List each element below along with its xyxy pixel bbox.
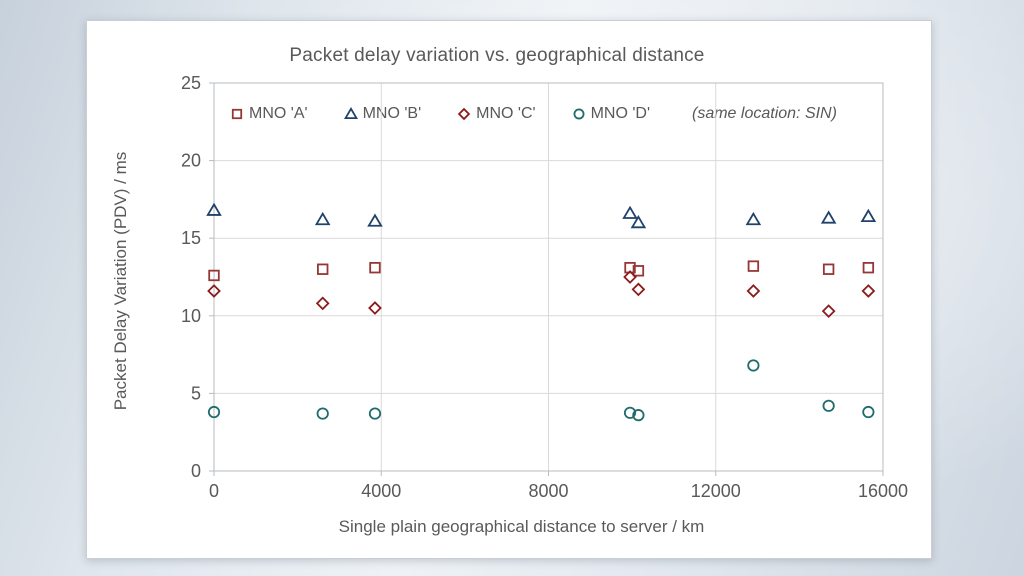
legend-item-mno-c: MNO 'C' [457, 105, 536, 123]
x-tick-label: 16000 [858, 481, 908, 501]
legend-item-mno-b: MNO 'B' [343, 105, 422, 123]
square-marker-icon [231, 108, 243, 120]
legend-item-mno-d: MNO 'D' [572, 105, 650, 123]
data-point-square-series-0 [208, 269, 220, 282]
data-point-diamond-series-2 [631, 282, 646, 297]
data-point-circle-series-3 [822, 399, 835, 412]
data-point-circle-series-3 [623, 406, 637, 419]
data-point-diamond-series-2 [207, 284, 221, 298]
x-axis-title: Single plain geographical distance to se… [338, 517, 705, 536]
y-tick-label: 0 [191, 461, 201, 481]
y-tick-label: 5 [191, 383, 201, 403]
triangle-marker-icon [343, 107, 358, 119]
y-tick-label: 20 [181, 151, 201, 171]
data-point-square-series-0 [862, 261, 875, 274]
data-point-triangle-series-1 [622, 205, 638, 219]
data-point-circle-series-3 [207, 405, 221, 419]
legend-label-mno-b: MNO 'B' [362, 105, 422, 122]
chart-card: Packet delay variation vs. geographical … [86, 20, 932, 559]
diamond-marker-icon [457, 107, 471, 121]
data-point-square-series-0 [369, 261, 381, 274]
legend-label-mno-a: MNO 'A' [249, 105, 308, 122]
data-point-circle-series-3 [632, 409, 645, 422]
data-point-triangle-series-1 [630, 215, 647, 229]
triangle-legend-glyph [343, 107, 358, 119]
data-point-circle-series-3 [316, 407, 329, 420]
data-point-diamond-series-2 [821, 304, 836, 319]
data-point-diamond-series-2 [368, 301, 382, 315]
data-point-triangle-series-1 [206, 202, 222, 216]
data-point-triangle-series-1 [314, 211, 331, 226]
data-point-square-series-0 [317, 263, 329, 275]
data-point-square-series-0 [822, 263, 835, 275]
data-point-square-series-0 [632, 265, 645, 277]
data-point-diamond-series-2 [746, 284, 761, 298]
circle-marker-icon [573, 108, 585, 120]
legend-note: (same location: SIN) [692, 105, 837, 122]
x-tick-label: 8000 [528, 481, 568, 501]
x-tick-label: 12000 [691, 481, 741, 501]
square-legend-glyph [231, 108, 243, 120]
legend-label-mno-c: MNO 'C' [476, 105, 536, 122]
data-point-diamond-series-2 [861, 284, 876, 298]
legend-label-mno-d: MNO 'D' [590, 105, 650, 122]
x-tick-label: 4000 [361, 481, 401, 501]
plot-area: 0 4000 8000 12000 16000 0 5 10 15 20 25 [181, 73, 908, 501]
y-axis-title: Packet Delay Variation (PDV) / ms [111, 151, 130, 411]
y-tick-label: 15 [181, 228, 201, 248]
x-tick-label: 0 [209, 481, 219, 501]
chart-title: Packet delay variation vs. geographical … [289, 45, 705, 66]
data-point-triangle-series-1 [860, 208, 877, 223]
data-point-diamond-series-2 [315, 296, 330, 311]
chart-legend: MNO 'A' MNO 'B' MNO 'C' MNO 'D' (same lo… [230, 103, 837, 125]
data-point-circle-series-3 [368, 407, 382, 420]
data-point-triangle-series-1 [820, 210, 837, 224]
data-point-circle-series-3 [862, 405, 875, 419]
data-point-diamond-series-2 [623, 270, 637, 284]
data-point-square-series-0 [747, 260, 760, 272]
data-point-circle-series-3 [747, 359, 760, 372]
data-point-triangle-series-1 [367, 213, 383, 227]
legend-item-mno-a: MNO 'A' [230, 105, 308, 123]
y-tick-label: 10 [181, 306, 201, 326]
y-tick-label: 25 [181, 73, 201, 93]
diamond-legend-glyph [457, 107, 471, 121]
circle-legend-glyph [573, 108, 585, 120]
data-point-triangle-series-1 [745, 211, 762, 226]
